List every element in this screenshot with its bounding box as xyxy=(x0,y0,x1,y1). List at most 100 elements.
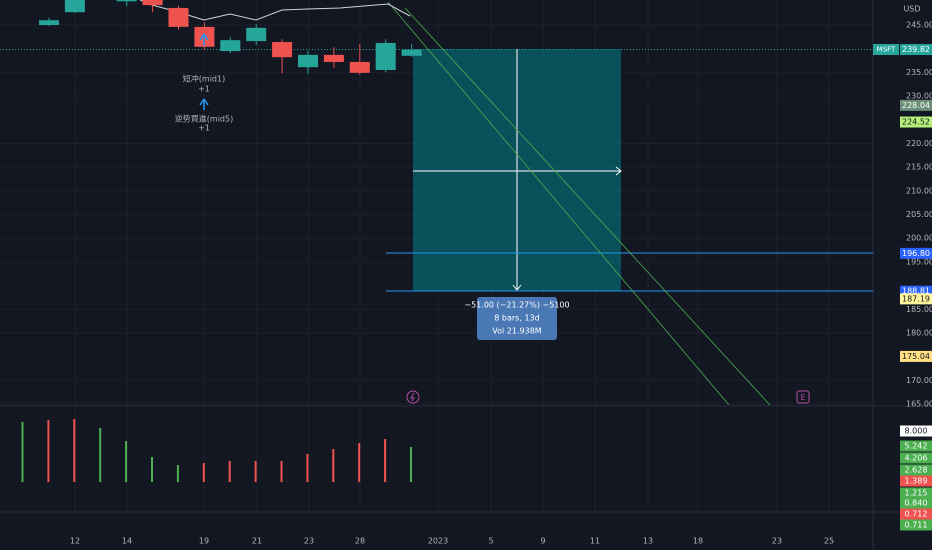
candle-body xyxy=(220,40,241,52)
candle-body xyxy=(298,54,318,68)
price-tag-label: 188.81 xyxy=(902,287,930,296)
volume-bar xyxy=(47,420,50,482)
measure-text: −51.00 (−21.27%) −5100 xyxy=(464,301,569,310)
date-tick-label: 19 xyxy=(199,537,209,546)
annotation: 逆势買進(mid5) xyxy=(175,114,233,124)
candle-body xyxy=(272,42,293,58)
price-tick-label: 180.00 xyxy=(906,328,932,337)
price-tag-label: 228.04 xyxy=(902,101,930,110)
date-tick-label: 25 xyxy=(824,537,834,546)
volume-tag xyxy=(900,487,932,499)
date-tick-label: 21 xyxy=(252,537,262,546)
price-tick-label: 165.00 xyxy=(906,400,932,409)
price-tick-label: 185.00 xyxy=(906,305,932,314)
event-icon[interactable] xyxy=(406,390,420,404)
price-tag xyxy=(900,285,932,297)
currency-label: USD xyxy=(903,5,920,14)
volume-bar xyxy=(228,461,231,482)
volume-bar xyxy=(176,465,179,482)
volume-bar xyxy=(306,454,309,482)
volume-tag-label: 1.389 xyxy=(905,477,928,486)
annotation: 短冲(mid1) xyxy=(183,74,225,84)
date-tick-label: 9 xyxy=(540,537,545,546)
date-tick-label: 23 xyxy=(772,537,782,546)
annotation: +1 xyxy=(198,85,210,94)
candle-body xyxy=(323,54,344,62)
earnings-icon[interactable] xyxy=(796,390,810,404)
volume-tag-label: 0.712 xyxy=(905,510,928,519)
volume-tag xyxy=(900,475,932,487)
price-tick-label: 245.00 xyxy=(906,21,932,30)
axes: 245.00 235.00 230.00 220.00 215.00 210.00 205.… xyxy=(70,21,932,546)
volume-bar xyxy=(99,428,102,482)
measure-arrow xyxy=(615,166,622,176)
price-tag xyxy=(900,44,932,56)
date-tick-label: 12 xyxy=(70,537,80,546)
volume-bar xyxy=(280,461,283,482)
volume-bar xyxy=(254,461,257,482)
price-tag xyxy=(900,293,932,305)
grid xyxy=(0,0,873,512)
volume-tag xyxy=(900,508,932,520)
volume-tag-label: 0.840 xyxy=(905,499,928,508)
date-tick-label: 2023 xyxy=(428,537,448,546)
volume-bar xyxy=(202,463,205,482)
date-tick-label: 28 xyxy=(355,537,365,546)
volume-tag xyxy=(900,464,932,476)
date-tick-label: 23 xyxy=(304,537,314,546)
volume-bars xyxy=(21,419,412,482)
price-tick-label: 170.00 xyxy=(906,376,932,385)
date-tick-label: 13 xyxy=(643,537,653,546)
symbol-label: MSFT xyxy=(877,46,896,54)
price-tag-label: 175.04 xyxy=(902,352,930,361)
volume-bar xyxy=(73,419,76,482)
trend-line xyxy=(387,1,730,405)
signal-arrow xyxy=(199,33,209,46)
measure-tooltip xyxy=(477,297,557,340)
measure-text: Vol 21.938M xyxy=(492,327,542,336)
candle-body xyxy=(168,7,189,27)
trend-line xyxy=(404,7,771,405)
price-tick-label: 215.00 xyxy=(906,163,932,172)
candle-body xyxy=(375,43,396,71)
price-tag-label: 239.82 xyxy=(902,45,930,54)
price-tag xyxy=(900,116,932,128)
earnings-label: E xyxy=(800,393,805,402)
volume-tag-label: 1.215 xyxy=(905,489,928,498)
volume-tag xyxy=(900,440,932,452)
event-icon-bolt xyxy=(410,392,415,402)
price-tag-label: 196.80 xyxy=(902,249,930,258)
candle-body xyxy=(246,27,267,42)
date-tick-label: 11 xyxy=(590,537,600,546)
volume-bar xyxy=(332,449,335,482)
measure-arrow xyxy=(512,284,522,291)
symbol-tag xyxy=(873,44,899,55)
price-tick-label: 220.00 xyxy=(906,139,932,148)
price-tick-label: 235.00 xyxy=(906,68,932,77)
price-tick-label: 210.00 xyxy=(906,186,932,195)
candles xyxy=(39,0,422,75)
candle-body xyxy=(401,49,422,56)
candle-body xyxy=(142,0,163,6)
volume-tag xyxy=(900,425,932,437)
price-tag xyxy=(900,99,932,111)
candle-body xyxy=(39,20,59,25)
price-tag xyxy=(900,247,932,259)
date-tick-label: 5 xyxy=(488,537,493,546)
price-tick-label: 230.00 xyxy=(906,92,932,101)
date-tick-label: 18 xyxy=(693,537,703,546)
volume-bar xyxy=(384,439,387,482)
price-tag-label: 187.19 xyxy=(902,294,930,303)
candle-body xyxy=(349,61,370,73)
volume-bar xyxy=(410,447,412,482)
volume-tag-label: 8.000 xyxy=(905,427,928,436)
candle-body xyxy=(64,0,85,13)
date-tick-label: 14 xyxy=(122,537,132,546)
volume-tag-label: 2.628 xyxy=(905,466,928,475)
volume-bar xyxy=(21,422,24,482)
price-tick-label: 195.00 xyxy=(906,257,932,266)
volume-tag-label: 5.242 xyxy=(905,442,928,451)
price-tag-label: 224.52 xyxy=(902,118,930,127)
price-tag xyxy=(900,350,932,362)
